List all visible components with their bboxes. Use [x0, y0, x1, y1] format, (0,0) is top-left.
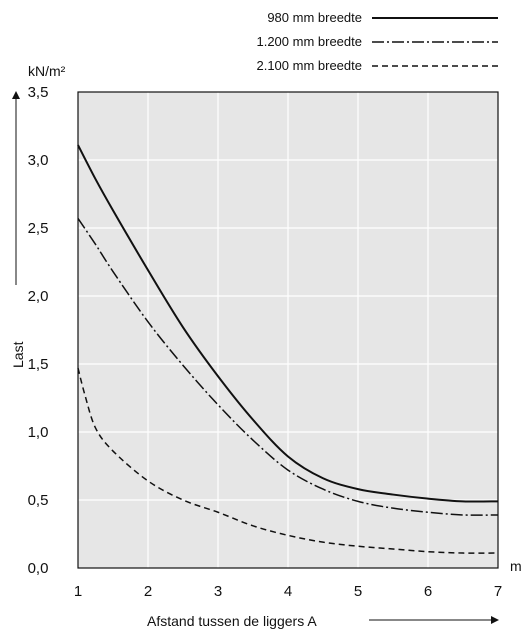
- series-layer: [77, 144, 499, 554]
- x-tick-label: 2: [144, 583, 152, 600]
- y-axis-unit: kN/m²: [28, 63, 66, 79]
- x-tick-label: 7: [494, 583, 502, 600]
- y-axis-title: Last: [10, 341, 26, 368]
- plot-frame: [77, 91, 499, 569]
- y-tick-label: 0,5: [28, 492, 49, 509]
- y-tick-label: 2,0: [28, 288, 49, 305]
- y-tick-label: 1,0: [28, 424, 49, 441]
- x-tick-label: 5: [354, 583, 362, 600]
- y-tick-label: 3,0: [28, 152, 49, 169]
- legend: 980 mm breedte 1.200 mm breedte 2.100 mm…: [256, 10, 498, 73]
- series-line-3: [77, 367, 499, 554]
- y-tick-label: 2,5: [28, 220, 49, 237]
- y-tick-label: 1,5: [28, 356, 49, 373]
- x-tick-label: 4: [284, 583, 292, 600]
- legend-label-980: 980 mm breedte: [267, 10, 362, 25]
- x-tick-labels: 1 2 3 4 5 6 7: [74, 583, 502, 600]
- x-tick-label: 3: [214, 583, 222, 600]
- series-line-2: [77, 218, 499, 516]
- x-axis-title: Afstand tussen de liggers A: [147, 613, 317, 629]
- legend-label-2100: 2.100 mm breedte: [256, 58, 362, 73]
- x-tick-label: 1: [74, 583, 82, 600]
- y-tick-label: 0,0: [28, 560, 49, 577]
- series-line-1: [77, 144, 499, 503]
- x-axis-unit: m: [510, 558, 522, 574]
- y-tick-label: 3,5: [28, 84, 49, 101]
- legend-label-1200: 1.200 mm breedte: [256, 34, 362, 49]
- y-tick-labels: 0,0 0,5 1,0 1,5 2,0 2,5 3,0 3,5: [28, 84, 49, 577]
- x-tick-label: 6: [424, 583, 432, 600]
